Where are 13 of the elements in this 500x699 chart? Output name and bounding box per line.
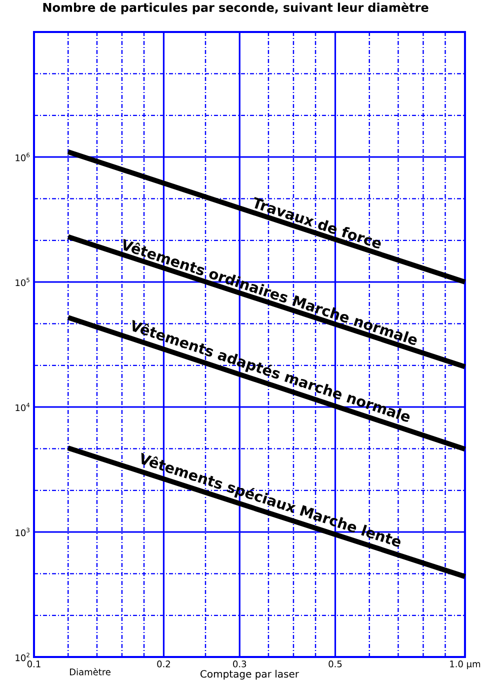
y-tick-label: 10$^{3}$ — [16, 528, 30, 536]
y-tick-label: 10$^{5}$ — [16, 278, 30, 286]
y-tick-label: 10$^{2}$ — [16, 652, 30, 662]
x-axis-title: Comptage par laser — [200, 670, 300, 680]
y-tick-label: 10$^{4}$ — [16, 402, 30, 412]
text: Diamètre — [70, 668, 110, 676]
x-tick-label: 0.5 — [328, 660, 342, 668]
x-tick-label: 1.0 µm — [450, 660, 480, 670]
x-tick-label: 0.2 — [157, 660, 170, 668]
x-tick-label: 0.3 — [233, 660, 246, 668]
y-tick-label: 10$^{6}$ — [16, 152, 30, 162]
x-tick-label: 0.1 — [27, 660, 40, 668]
chart-title: Nombre de particules par seconde, suivant leur diamètre — [43, 2, 428, 14]
